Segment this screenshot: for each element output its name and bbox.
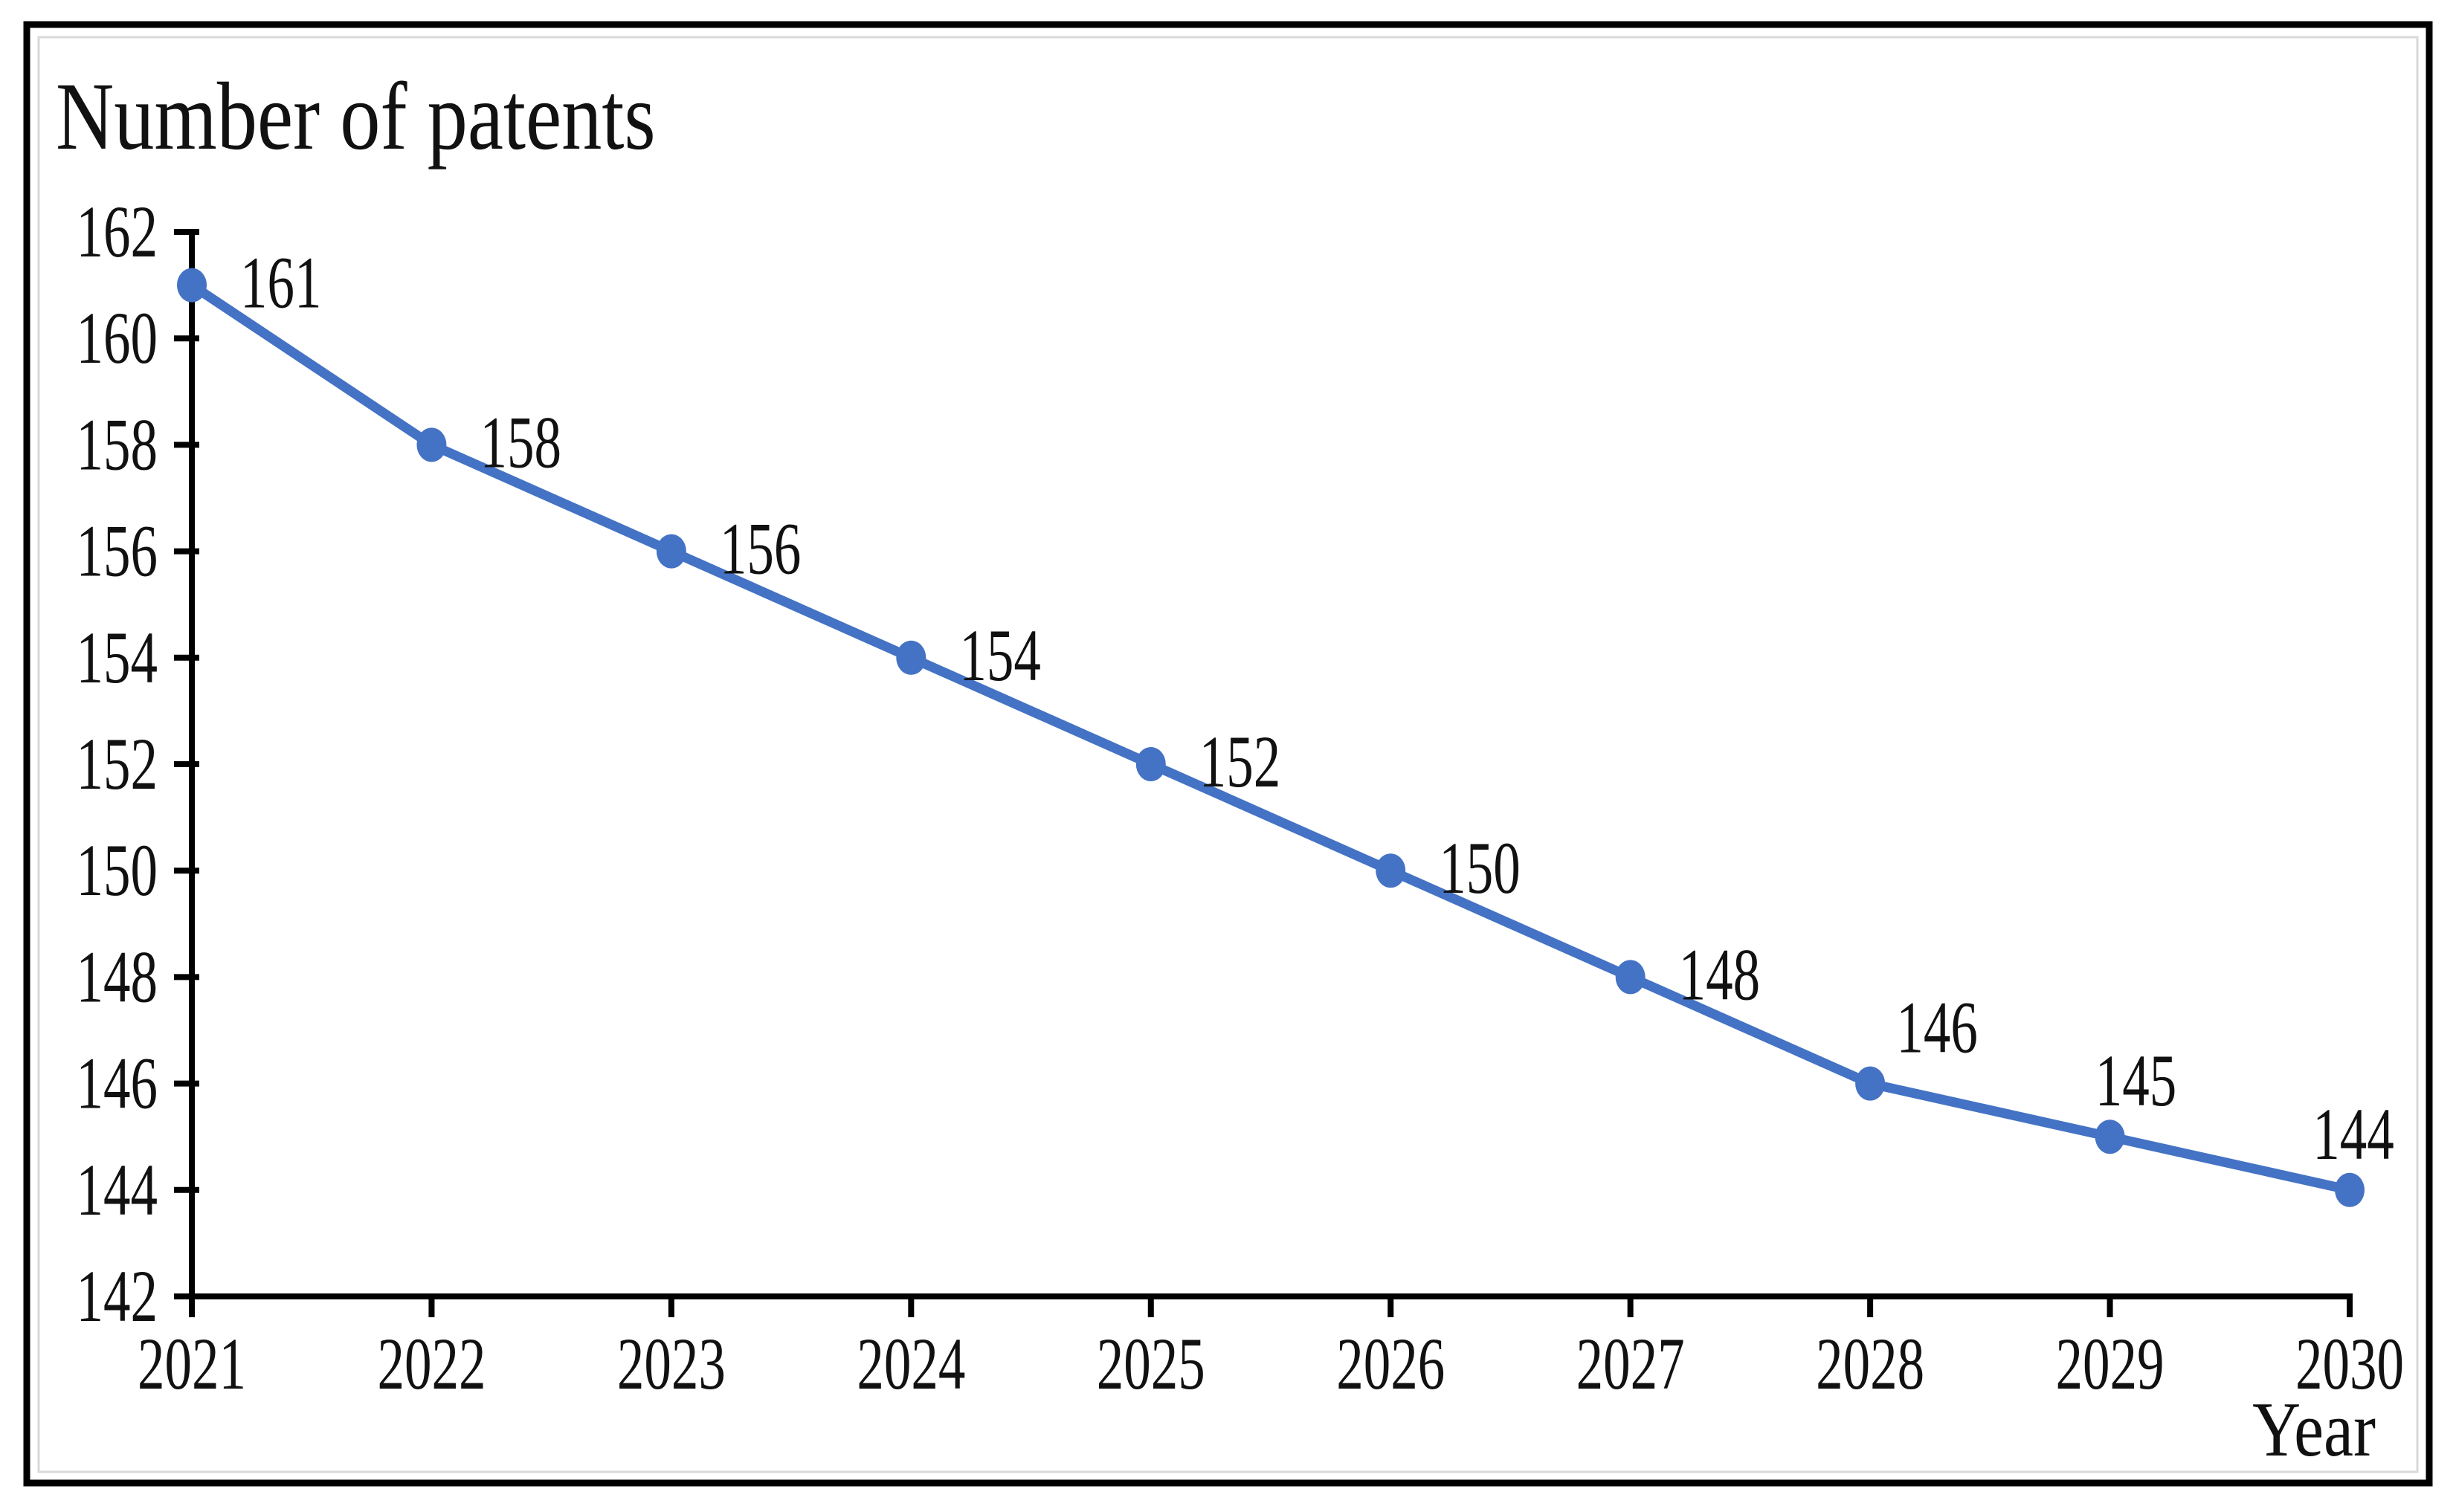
data-point-marker [656,534,686,569]
x-tick-label: 2023 [617,1322,726,1405]
data-point-marker [2335,1172,2365,1207]
y-axis-tick-labels: 162 160 158 156 154 152 150 148 146 144 142 [77,190,158,1337]
data-label: 144 [2312,1093,2394,1175]
chart-area-border [37,36,2419,1473]
data-point-marker [2095,1120,2125,1154]
x-tick-label: 2024 [857,1322,965,1405]
data-label: 158 [480,401,561,483]
series-line [187,280,2355,1195]
y-tick-label: 158 [77,403,158,485]
data-label: 154 [959,614,1041,697]
x-tick-label: 2026 [1336,1322,1445,1405]
data-label: 146 [1896,986,1978,1069]
y-tick-label: 154 [77,616,158,699]
series-line-group [187,280,2355,1195]
data-point-marker [177,268,207,303]
data-point-marker [416,427,447,462]
figure-border [23,21,2433,1487]
x-axis-title: Year [2252,1386,2376,1473]
y-tick-label: 146 [77,1042,158,1125]
x-axis-ticks [189,1296,2353,1317]
data-point-markers [177,268,2365,1207]
data-point-labels: 161 158 156 154 152 150 148 146 145 144 [240,242,2394,1175]
x-tick-label: 2027 [1576,1322,1685,1405]
x-tick-label: 2030 [2295,1322,2404,1405]
x-axis-tick-labels: 2021 2022 2023 2024 2025 2026 2027 2028 2029 2030 [138,1322,2404,1405]
data-point-marker [1376,853,1406,888]
y-tick-label: 152 [77,723,158,805]
y-tick-label: 148 [77,935,158,1018]
x-tick-label: 2028 [1816,1322,1924,1405]
x-tick-label: 2025 [1097,1322,1205,1405]
y-tick-label: 142 [77,1255,158,1337]
y-tick-label: 160 [77,297,158,379]
data-label: 152 [1199,720,1281,803]
axis-lines [189,229,2353,1299]
data-label: 145 [2095,1039,2177,1122]
x-tick-label: 2021 [138,1322,246,1405]
data-label: 161 [240,242,322,324]
data-label: 156 [720,508,802,590]
data-label: 150 [1439,827,1521,909]
y-tick-label: 156 [77,510,158,592]
data-label: 148 [1679,933,1761,1015]
x-tick-label: 2029 [2056,1322,2165,1405]
x-tick-label: 2022 [377,1322,486,1405]
data-point-marker [1855,1066,1886,1101]
data-point-marker [1135,747,1166,781]
y-tick-label: 150 [77,829,158,911]
data-point-marker [896,640,926,675]
data-point-marker [1615,960,1646,995]
y-tick-label: 162 [77,190,158,273]
chart-title: Number of patents [56,63,656,170]
y-tick-label: 144 [77,1148,158,1231]
